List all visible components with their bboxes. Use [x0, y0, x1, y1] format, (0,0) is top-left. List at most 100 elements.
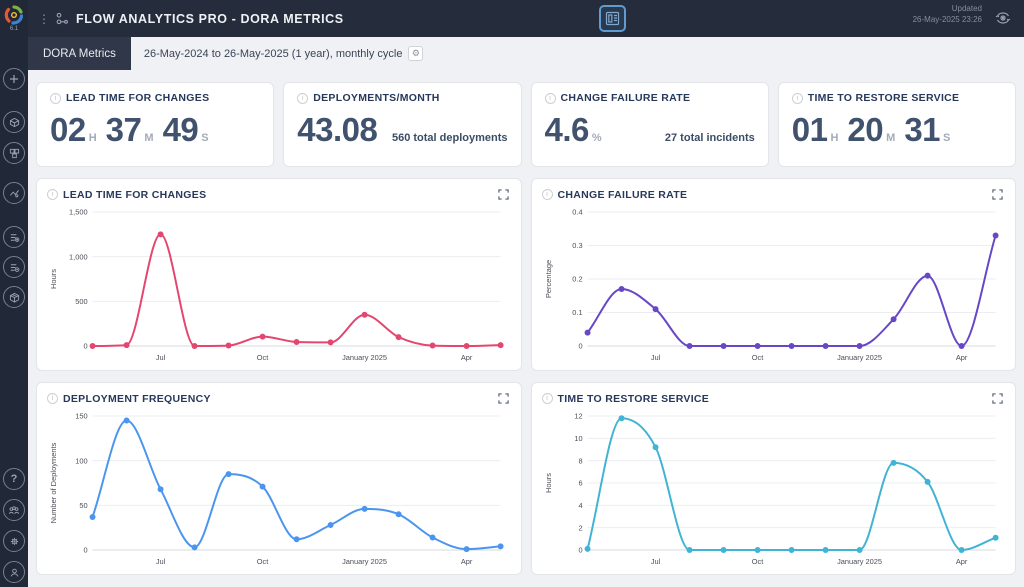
kpi-value: 4.6% 27 total incidents [545, 111, 755, 149]
info-icon[interactable]: i [545, 93, 556, 104]
kpi-lead-time-card: i LEAD TIME FOR CHANGES 02H 37M 49S [36, 82, 274, 167]
svg-text:Percentage: Percentage [543, 260, 552, 298]
updated-time: 26-May-2025 23:26 [913, 15, 982, 26]
svg-text:Oct: Oct [751, 353, 763, 362]
updated-label: Updated [913, 4, 982, 15]
svg-text:0.1: 0.1 [572, 308, 582, 317]
kpi-title: TIME TO RESTORE SERVICE [808, 92, 960, 104]
svg-text:100: 100 [75, 456, 87, 465]
last-updated: Updated 26-May-2025 23:26 [913, 4, 982, 26]
pipeline-settings-icon[interactable] [3, 226, 25, 248]
chart-restore-time-card: i TIME TO RESTORE SERVICE 024681012JulOc… [531, 382, 1017, 575]
svg-text:500: 500 [75, 297, 87, 306]
kpi-change-failure-card: i CHANGE FAILURE RATE 4.6% 27 total inci… [531, 82, 769, 167]
kebab-menu-icon[interactable]: ⋮ [38, 14, 50, 24]
modules-cluster-icon[interactable] [3, 142, 25, 164]
svg-text:Jul: Jul [156, 557, 166, 566]
sync-icon [994, 9, 1012, 27]
chart-title: TIME TO RESTORE SERVICE [558, 393, 710, 405]
chart-deployment-frequency-card: i DEPLOYMENT FREQUENCY 050100150JulOctJa… [36, 382, 522, 575]
report-icon [605, 11, 620, 26]
kpi-restore-time-card: i TIME TO RESTORE SERVICE 01H 20M 31S [778, 82, 1016, 167]
date-range-text: 26-May-2024 to 26-May-2025 (1 year), mon… [144, 48, 403, 60]
settings-gear-icon[interactable] [3, 530, 25, 552]
deployment-frequency-chart[interactable]: 050100150JulOctJanuary 2025AprNumber of … [47, 408, 511, 568]
svg-text:Jul: Jul [650, 353, 660, 362]
jobs-settings-icon[interactable] [3, 256, 25, 278]
team-icon[interactable] [3, 499, 25, 521]
kpi-value: 01H 20M 31S [792, 111, 1002, 149]
chart-change-failure-card: i CHANGE FAILURE RATE 00.10.20.30.4JulOc… [531, 178, 1017, 371]
app-header: 6.1 ⋮ FLOW ANALYTICS PRO - DORA METRICS … [0, 0, 1024, 37]
info-icon[interactable]: i [50, 93, 61, 104]
artifacts-icon[interactable] [3, 286, 25, 308]
svg-text:50: 50 [79, 501, 87, 510]
add-button[interactable] [3, 68, 25, 90]
range-settings-gear-icon[interactable]: ⚙ [408, 46, 423, 61]
svg-text:0: 0 [83, 546, 87, 555]
expand-button[interactable] [990, 187, 1005, 202]
kpi-title: CHANGE FAILURE RATE [561, 92, 691, 104]
expand-button[interactable] [496, 391, 511, 406]
kpi-note: 27 total incidents [655, 132, 755, 144]
svg-text:Oct: Oct [257, 353, 269, 362]
logo-icon [4, 5, 24, 25]
left-sidebar: ? [0, 37, 28, 587]
app-version: 6.1 [10, 26, 18, 32]
svg-text:0: 0 [83, 342, 87, 351]
chart-lead-time-card: i LEAD TIME FOR CHANGES 05001,0001,500Ju… [36, 178, 522, 371]
info-icon[interactable]: i [542, 189, 553, 200]
svg-text:Number of Deployments: Number of Deployments [49, 442, 58, 523]
expand-button[interactable] [496, 187, 511, 202]
page-title: FLOW ANALYTICS PRO - DORA METRICS [76, 12, 344, 26]
main-content: i LEAD TIME FOR CHANGES 02H 37M 49S i DE… [28, 70, 1024, 587]
user-avatar-icon[interactable] [3, 561, 25, 583]
tab-dora-metrics[interactable]: DORA Metrics [28, 37, 131, 70]
svg-text:4: 4 [578, 501, 582, 510]
svg-text:6: 6 [578, 479, 582, 488]
svg-text:Apr: Apr [461, 353, 473, 362]
svg-text:Apr: Apr [461, 557, 473, 566]
svg-text:8: 8 [578, 456, 582, 465]
lead-time-chart[interactable]: 05001,0001,500JulOctJanuary 2025AprHours [47, 204, 511, 364]
workflow-nodes-icon[interactable] [56, 12, 69, 25]
info-icon[interactable]: i [542, 393, 553, 404]
svg-text:1,000: 1,000 [69, 252, 88, 261]
svg-text:Apr: Apr [955, 557, 967, 566]
svg-text:0: 0 [578, 546, 582, 555]
app-logo[interactable]: 6.1 [0, 0, 28, 37]
restore-time-chart[interactable]: 024681012JulOctJanuary 2025AprHours [542, 408, 1006, 568]
dashboard-view-button[interactable] [599, 5, 626, 32]
svg-text:1,500: 1,500 [69, 208, 88, 217]
svg-text:Apr: Apr [955, 353, 967, 362]
change-failure-chart[interactable]: 00.10.20.30.4JulOctJanuary 2025AprPercen… [542, 204, 1006, 364]
svg-text:0.4: 0.4 [572, 208, 582, 217]
svg-text:Jul: Jul [156, 353, 166, 362]
help-button[interactable]: ? [3, 468, 25, 490]
svg-text:Hours: Hours [49, 269, 58, 289]
expand-button[interactable] [990, 391, 1005, 406]
svg-text:150: 150 [75, 412, 87, 421]
kpi-row: i LEAD TIME FOR CHANGES 02H 37M 49S i DE… [36, 82, 1016, 167]
kpi-value: 43.08 560 total deployments [297, 111, 507, 149]
kpi-deployments-card: i DEPLOYMENTS/MONTH 43.08 560 total depl… [283, 82, 521, 167]
svg-text:Oct: Oct [751, 557, 763, 566]
svg-text:January 2025: January 2025 [342, 557, 387, 566]
tab-bar: DORA Metrics 26-May-2024 to 26-May-2025 … [28, 37, 1024, 70]
info-icon[interactable]: i [297, 93, 308, 104]
refresh-button[interactable] [990, 5, 1016, 31]
metrics-icon[interactable] [3, 182, 25, 204]
svg-text:0: 0 [578, 342, 582, 351]
svg-text:2: 2 [578, 523, 582, 532]
svg-text:10: 10 [574, 434, 582, 443]
info-icon[interactable]: i [792, 93, 803, 104]
kpi-note: 560 total deployments [382, 132, 508, 144]
svg-text:0.3: 0.3 [572, 241, 582, 250]
package-icon[interactable] [3, 111, 25, 133]
kpi-title: DEPLOYMENTS/MONTH [313, 92, 439, 104]
info-icon[interactable]: i [47, 393, 58, 404]
info-icon[interactable]: i [47, 189, 58, 200]
svg-text:January 2025: January 2025 [837, 557, 882, 566]
svg-text:January 2025: January 2025 [837, 353, 882, 362]
kpi-value: 02H 37M 49S [50, 111, 260, 149]
